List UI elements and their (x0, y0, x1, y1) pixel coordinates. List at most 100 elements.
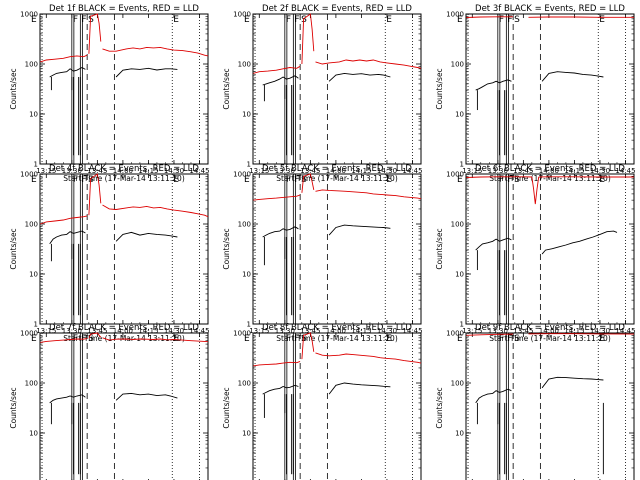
x-tick-label: 14:15 (564, 327, 584, 335)
x-tick-label: 13:30 (275, 167, 295, 175)
plot-frame (252, 332, 422, 480)
panel-title: Det 1f BLACK = Events, RED = LLD (49, 4, 199, 14)
events-series (262, 75, 299, 86)
marker-f-label: F (286, 334, 291, 344)
y-tick-label: 100 (238, 61, 251, 69)
marker-e-label: E (31, 175, 37, 185)
x-tick-label: 14:45 (189, 167, 209, 175)
x-tick-label: 14:00 (539, 167, 559, 175)
panel-7: Det 7f BLACK = Events, RED = LLD 1 10 100 10… (9, 323, 209, 480)
marker-e-label: E (386, 334, 392, 344)
x-tick-label: 13:45 (300, 167, 320, 175)
panel-title: Det 8f BLACK = Events, RED = LLD (262, 323, 412, 333)
lld-series (466, 333, 514, 336)
x-axis-label: Start Time (17-Mar-14 13:11:20) (489, 174, 611, 183)
y-tick-label: 100 (238, 221, 251, 229)
marker-s-label: S (301, 175, 307, 185)
marker-f-label: F (286, 175, 291, 185)
x-tick-label: 14:30 (164, 327, 184, 335)
x-tick-label: 13:15 (462, 167, 482, 175)
events-series (541, 376, 604, 389)
marker-s-label: S (88, 175, 94, 185)
marker-s-label: S (514, 175, 520, 185)
x-tick-label: 13:30 (488, 327, 508, 335)
lld-series (40, 215, 88, 225)
events-series (49, 230, 86, 245)
panel-5: Det 5f BLACK = Events, RED = LLD 1 10 100 10… (222, 164, 423, 343)
lld-series (253, 65, 301, 74)
x-tick-label: 14:15 (564, 167, 584, 175)
y-tick-label: 10 (455, 430, 464, 438)
marker-f-label: F (294, 334, 299, 344)
x-tick-label: 14:45 (402, 327, 422, 335)
marker-s-label: S (514, 15, 520, 25)
lld-spike (88, 173, 102, 216)
lld-series (466, 16, 514, 18)
marker-e-label: E (244, 175, 250, 185)
y-tick-label: 100 (451, 61, 464, 69)
plot-frame (39, 332, 209, 480)
plot-frame (39, 173, 209, 325)
lld-spike (531, 176, 540, 205)
events-series (49, 394, 86, 404)
x-tick-label: 14:00 (326, 327, 346, 335)
events-series (541, 71, 604, 82)
panel-6: Det 6f BLACK = Events, RED = LLD 1 10 100 10… (435, 164, 636, 343)
x-tick-label: 14:30 (590, 167, 610, 175)
lld-series (315, 189, 422, 200)
y-tick-label: 1 (34, 321, 38, 329)
marker-f-label: F (507, 334, 512, 344)
y-tick-label: 1000 (233, 330, 251, 338)
y-tick-label: 1000 (446, 11, 464, 19)
marker-f-label: F (294, 175, 299, 185)
marker-e-label: E (173, 175, 179, 185)
y-tick-label: 1000 (20, 171, 38, 179)
y-tick-label: 10 (242, 271, 251, 279)
events-series (115, 67, 178, 78)
lld-series (315, 59, 422, 69)
marker-e-label: E (31, 15, 37, 25)
events-series (475, 79, 512, 91)
marker-s-label: S (514, 334, 520, 344)
marker-e-label: E (31, 334, 37, 344)
marker-f-label: F (73, 15, 78, 25)
x-tick-label: 13:45 (87, 167, 107, 175)
lld-spike (301, 332, 315, 360)
panel-3: Det 3f BLACK = Events, RED = LLD 1 10 100 10… (435, 4, 636, 183)
y-axis-label: Counts/sec (9, 68, 18, 109)
y-tick-label: 1000 (233, 11, 251, 19)
panel-title: Det 7f BLACK = Events, RED = LLD (49, 323, 199, 333)
lld-series (253, 360, 301, 367)
y-tick-label: 1 (34, 161, 38, 169)
x-tick-label: 14:45 (189, 327, 209, 335)
y-axis-label: Counts/sec (9, 387, 18, 428)
lld-series (102, 46, 209, 57)
events-series (328, 72, 391, 82)
x-tick-label: 14:15 (351, 167, 371, 175)
y-axis-label: Counts/sec (222, 68, 231, 109)
plot-frame (465, 13, 635, 165)
x-axis-label: Start Time (17-Mar-14 13:11:20) (489, 334, 611, 343)
panel-title: Det 5f BLACK = Events, RED = LLD (262, 164, 412, 174)
y-tick-label: 100 (25, 221, 38, 229)
panel-title: Det 3f BLACK = Events, RED = LLD (475, 4, 625, 14)
x-axis-label: Start Time (17-Mar-14 13:11:20) (276, 334, 398, 343)
marker-e-label: E (244, 334, 250, 344)
lld-series (253, 194, 301, 201)
y-axis-label: Counts/sec (435, 68, 444, 109)
events-series (475, 237, 512, 251)
panel-8: Det 8f BLACK = Events, RED = LLD 1 10 100 10… (222, 323, 422, 480)
x-axis-label: Start Time (17-Mar-14 13:11:20) (63, 174, 185, 183)
x-tick-label: 14:30 (164, 167, 184, 175)
y-tick-label: 1000 (233, 171, 251, 179)
events-series (475, 388, 512, 404)
x-tick-label: 13:45 (87, 327, 107, 335)
x-tick-label: 14:15 (138, 167, 158, 175)
marker-f-label: F (294, 15, 299, 25)
y-tick-label: 10 (455, 111, 464, 119)
x-tick-label: 14:45 (615, 167, 635, 175)
panel-title: Det 2f BLACK = Events, RED = LLD (262, 4, 412, 14)
y-axis-label: Counts/sec (222, 387, 231, 428)
events-series (115, 231, 178, 242)
y-tick-label: 10 (29, 111, 38, 119)
